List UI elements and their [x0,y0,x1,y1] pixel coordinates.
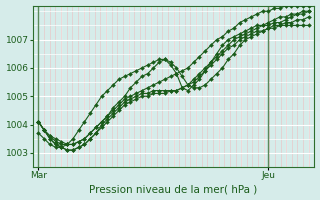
X-axis label: Pression niveau de la mer( hPa ): Pression niveau de la mer( hPa ) [90,184,258,194]
